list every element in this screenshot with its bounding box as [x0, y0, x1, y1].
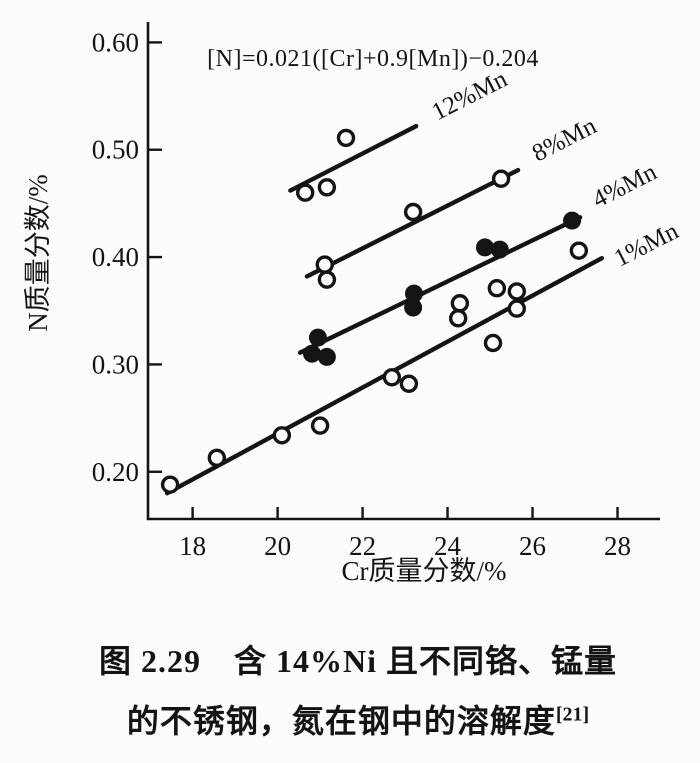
data-point-open — [382, 368, 402, 387]
y-tick-label: 0.30 — [92, 349, 139, 379]
axis-lines — [146, 22, 660, 521]
data-point-open — [450, 294, 470, 313]
caption-line-1: 图 2.29 含 14%Ni 且不同铬、锰量 — [98, 643, 617, 679]
y-tick-label: 0.20 — [92, 457, 139, 487]
data-point-open — [507, 299, 527, 318]
data-point-filled — [563, 211, 582, 230]
axes: 18 20 22 24 26 28 0.20 0.30 0.40 0.50 0.60 — [92, 22, 660, 561]
formula-annotation: [N]=0.021([Cr]+0.9[Mn])−0.204 — [207, 46, 539, 72]
data-point-open — [569, 241, 589, 260]
data-point-open — [448, 309, 468, 328]
y-tick-label: 0.60 — [92, 27, 139, 57]
figure-caption: 图 2.29 含 14%Ni 且不同铬、锰量 的不锈钢，氮在钢中的溶解度[21] — [0, 631, 700, 751]
x-tick-label: 18 — [179, 531, 206, 561]
solubility-chart: [N]=0.021([Cr]+0.9[Mn])−0.204 18 20 22 24 26… — [23, 22, 683, 586]
x-tick-label: 28 — [604, 531, 631, 561]
data-point-filled — [404, 298, 423, 317]
data-point-open — [160, 475, 180, 494]
data-point-open — [317, 270, 337, 289]
y-tick-label: 0.40 — [92, 242, 139, 272]
data-point-open — [491, 169, 511, 188]
data-point-open — [317, 178, 337, 197]
x-tick-label: 24 — [434, 531, 462, 561]
data-point-open — [310, 416, 330, 435]
data-point-open — [272, 426, 292, 445]
x-axis-title: Cr质量分数/% — [342, 556, 507, 586]
data-point-open — [336, 128, 356, 148]
data-point-filled — [303, 344, 322, 363]
x-tick-label: 26 — [519, 531, 546, 561]
data-point-open — [207, 448, 227, 468]
x-tick-label: 22 — [349, 531, 376, 561]
data-point-filled — [475, 238, 494, 257]
fit-line-2 — [297, 215, 583, 355]
data-point-filled — [404, 284, 423, 303]
fit-line-1 — [304, 167, 521, 279]
series-label: 1%Mn — [610, 217, 683, 272]
data-point-open — [296, 183, 315, 202]
y-tick-label: 0.50 — [92, 135, 139, 165]
data-point-open — [399, 374, 419, 393]
y-axis-title: N质量分数/% — [23, 174, 53, 332]
data-point-open — [483, 333, 503, 353]
x-tick-label: 20 — [264, 531, 291, 561]
caption-line-2-text: 的不锈钢，氮在钢中的溶解度 — [126, 703, 556, 739]
data-point-filled — [490, 240, 509, 259]
series-label: 4%Mn — [588, 158, 661, 213]
data-point-open — [403, 202, 423, 222]
fit-line-0 — [288, 123, 419, 193]
data-series: 12%Mn 8%Mn4%Mn1%Mn — [160, 65, 683, 496]
data-point-filled — [308, 328, 327, 347]
data-point-open — [315, 255, 334, 274]
caption-line-2: 的不锈钢，氮在钢中的溶解度[21] — [16, 691, 700, 751]
series-label: 12%Mn — [428, 65, 512, 126]
data-point-open — [487, 279, 507, 298]
caption-reference-superscript: [21] — [555, 703, 590, 726]
series-label: 8%Mn — [528, 112, 601, 167]
data-point-filled — [317, 347, 336, 366]
data-point-open — [507, 282, 527, 301]
